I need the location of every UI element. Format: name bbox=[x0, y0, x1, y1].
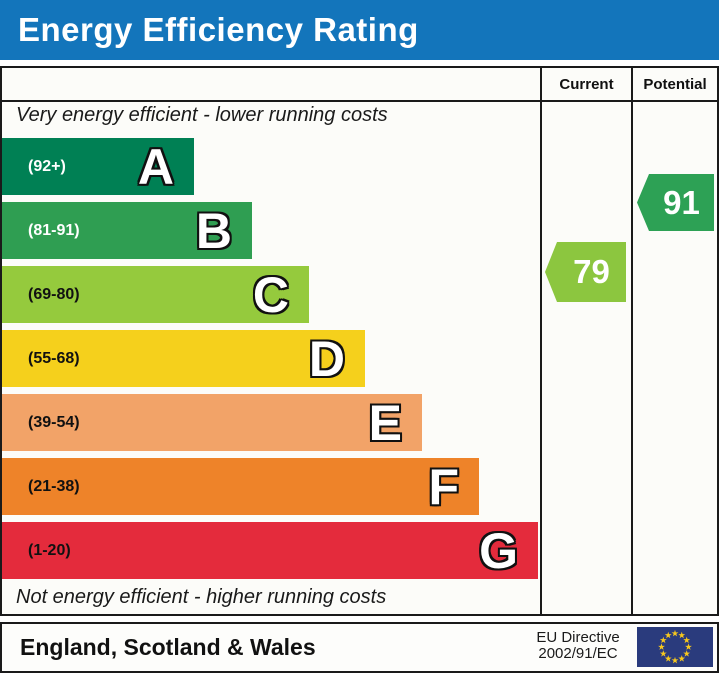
band-letter: E bbox=[368, 394, 402, 451]
band-range-label: (69-80) bbox=[28, 285, 80, 303]
band-row-d: (55-68) D bbox=[2, 330, 539, 387]
eu-directive-line1: EU Directive bbox=[536, 629, 620, 646]
band-bar-f: (21-38) F bbox=[2, 458, 479, 515]
band-range-label: (1-20) bbox=[28, 541, 71, 559]
page-title: Energy Efficiency Rating bbox=[18, 11, 419, 48]
rating-chart-panel: Current Potential Very energy efficient … bbox=[0, 66, 719, 616]
band-range-label: (92+) bbox=[28, 157, 66, 175]
band-bar-b: (81-91) B bbox=[2, 202, 252, 259]
potential-rating-value: 91 bbox=[663, 183, 700, 221]
current-column-divider bbox=[540, 68, 542, 614]
footer-bar: England, Scotland & Wales EU Directive 2… bbox=[0, 622, 719, 673]
band-row-g: (1-20) G bbox=[2, 522, 539, 579]
band-range-label: (55-68) bbox=[28, 349, 80, 367]
band-row-b: (81-91) B bbox=[2, 202, 539, 259]
current-rating-value: 79 bbox=[573, 253, 610, 290]
band-bar-d: (55-68) D bbox=[2, 330, 365, 387]
band-range-label: (21-38) bbox=[28, 477, 80, 495]
band-bar-a: (92+) A bbox=[2, 138, 194, 195]
eu-directive-line2: 2002/91/EC bbox=[538, 645, 618, 662]
band-letter: D bbox=[308, 330, 345, 387]
band-letter: A bbox=[137, 138, 174, 195]
eu-directive-label: EU Directive 2002/91/EC bbox=[523, 630, 633, 662]
band-row-e: (39-54) E bbox=[2, 394, 539, 451]
band-row-c: (69-80) C bbox=[2, 266, 539, 323]
band-bar-g: (1-20) G bbox=[2, 522, 538, 579]
current-rating-arrow: 79 bbox=[545, 242, 626, 302]
band-range-label: (81-91) bbox=[28, 221, 80, 239]
header-separator-line bbox=[2, 100, 717, 102]
band-letter: B bbox=[195, 202, 232, 259]
bottom-note: Not energy efficient - higher running co… bbox=[16, 586, 387, 608]
band-bar-e: (39-54) E bbox=[2, 394, 422, 451]
rating-bands: (92+) A (81-91) B (69-80) C (55-68) bbox=[2, 138, 539, 586]
potential-rating-arrow: 91 bbox=[637, 174, 714, 231]
eu-flag-icon bbox=[637, 627, 713, 667]
column-header-current: Current bbox=[559, 75, 614, 93]
region-label: England, Scotland & Wales bbox=[20, 634, 316, 660]
band-row-f: (21-38) F bbox=[2, 458, 539, 515]
band-letter: C bbox=[252, 266, 289, 323]
band-row-a: (92+) A bbox=[2, 138, 539, 195]
band-range-label: (39-54) bbox=[28, 413, 80, 431]
band-letter: G bbox=[479, 522, 518, 579]
potential-column-divider bbox=[631, 68, 633, 614]
top-note: Very energy efficient - lower running co… bbox=[16, 104, 388, 126]
title-bar: Energy Efficiency Rating bbox=[0, 0, 719, 60]
band-bar-c: (69-80) C bbox=[2, 266, 309, 323]
band-letter: F bbox=[428, 458, 459, 515]
column-header-potential: Potential bbox=[643, 75, 707, 93]
